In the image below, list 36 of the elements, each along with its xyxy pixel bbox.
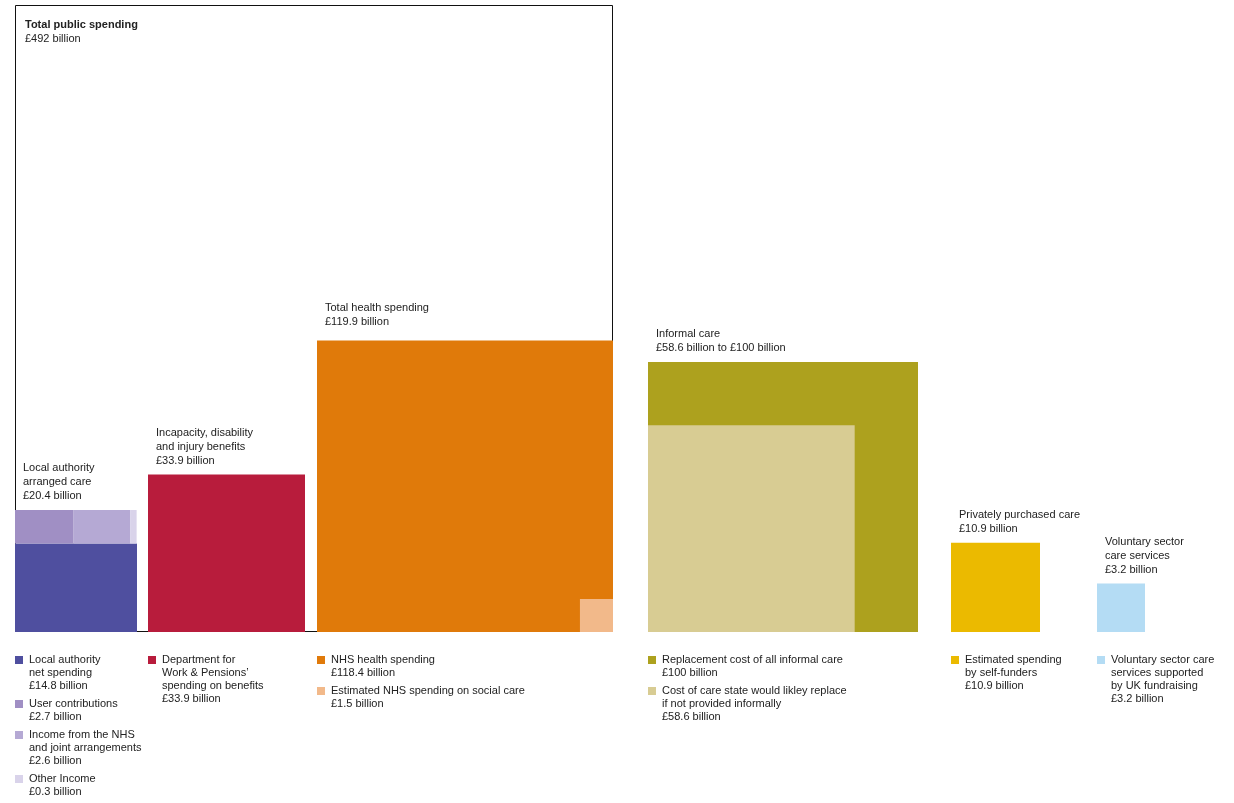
text: Incapacity, disability and injury benefits	[156, 425, 254, 453]
data-label: £10.9 billion	[965, 679, 1025, 692]
text: £20.4 billion	[23, 488, 83, 502]
text: Total public spending	[25, 17, 138, 31]
text: £119.9 billion	[325, 314, 390, 328]
category-label: Estimated spending by self-funders	[965, 653, 1063, 679]
category-label: Local authority net spending	[29, 653, 101, 678]
category-label: Income from the NHS and joint arrangements	[29, 728, 143, 754]
category-label: Department for Work & Pensions’ spending on benefits	[162, 653, 265, 692]
category-label: Estimated NHS spending on social care	[331, 684, 526, 697]
data-label: £2.6 billion	[29, 754, 83, 767]
data-label: £2.7 billion	[29, 710, 83, 723]
text: £492 billion	[25, 31, 82, 45]
category-label: NHS health spending	[331, 653, 436, 666]
category-label: User contributions	[29, 697, 118, 709]
category-label: Cost of care state would likley replace if not provided informally	[662, 684, 848, 710]
data-label: £100 billion	[662, 666, 719, 679]
text: Local authority arranged care	[23, 460, 95, 488]
data-label: £118.4 billion	[331, 666, 396, 679]
text: Informal care	[656, 326, 722, 340]
data-label: £1.5 billion	[331, 697, 385, 710]
category-label: Replacement cost of all informal care	[662, 653, 844, 666]
text: £33.9 billion	[156, 453, 216, 467]
text: £58.6 billion to £100 billion	[656, 340, 786, 354]
text: £10.9 billion	[959, 521, 1019, 535]
data-label: £14.8 billion	[29, 679, 88, 691]
category-label: Other Income	[29, 772, 97, 785]
text: Voluntary sector care services	[1105, 534, 1184, 562]
data-label: £3.2 billion	[1111, 692, 1165, 705]
text: Privately purchased care	[959, 507, 1081, 521]
data-label: £58.6 billion	[662, 710, 722, 723]
text: £3.2 billion	[1105, 562, 1159, 576]
category-label: Voluntary sector care services supported by UK fundraising	[1111, 653, 1216, 692]
data-label: £0.3 billion	[29, 785, 83, 798]
text: Total health spending	[325, 300, 429, 314]
data-label: £33.9 billion	[162, 692, 222, 705]
